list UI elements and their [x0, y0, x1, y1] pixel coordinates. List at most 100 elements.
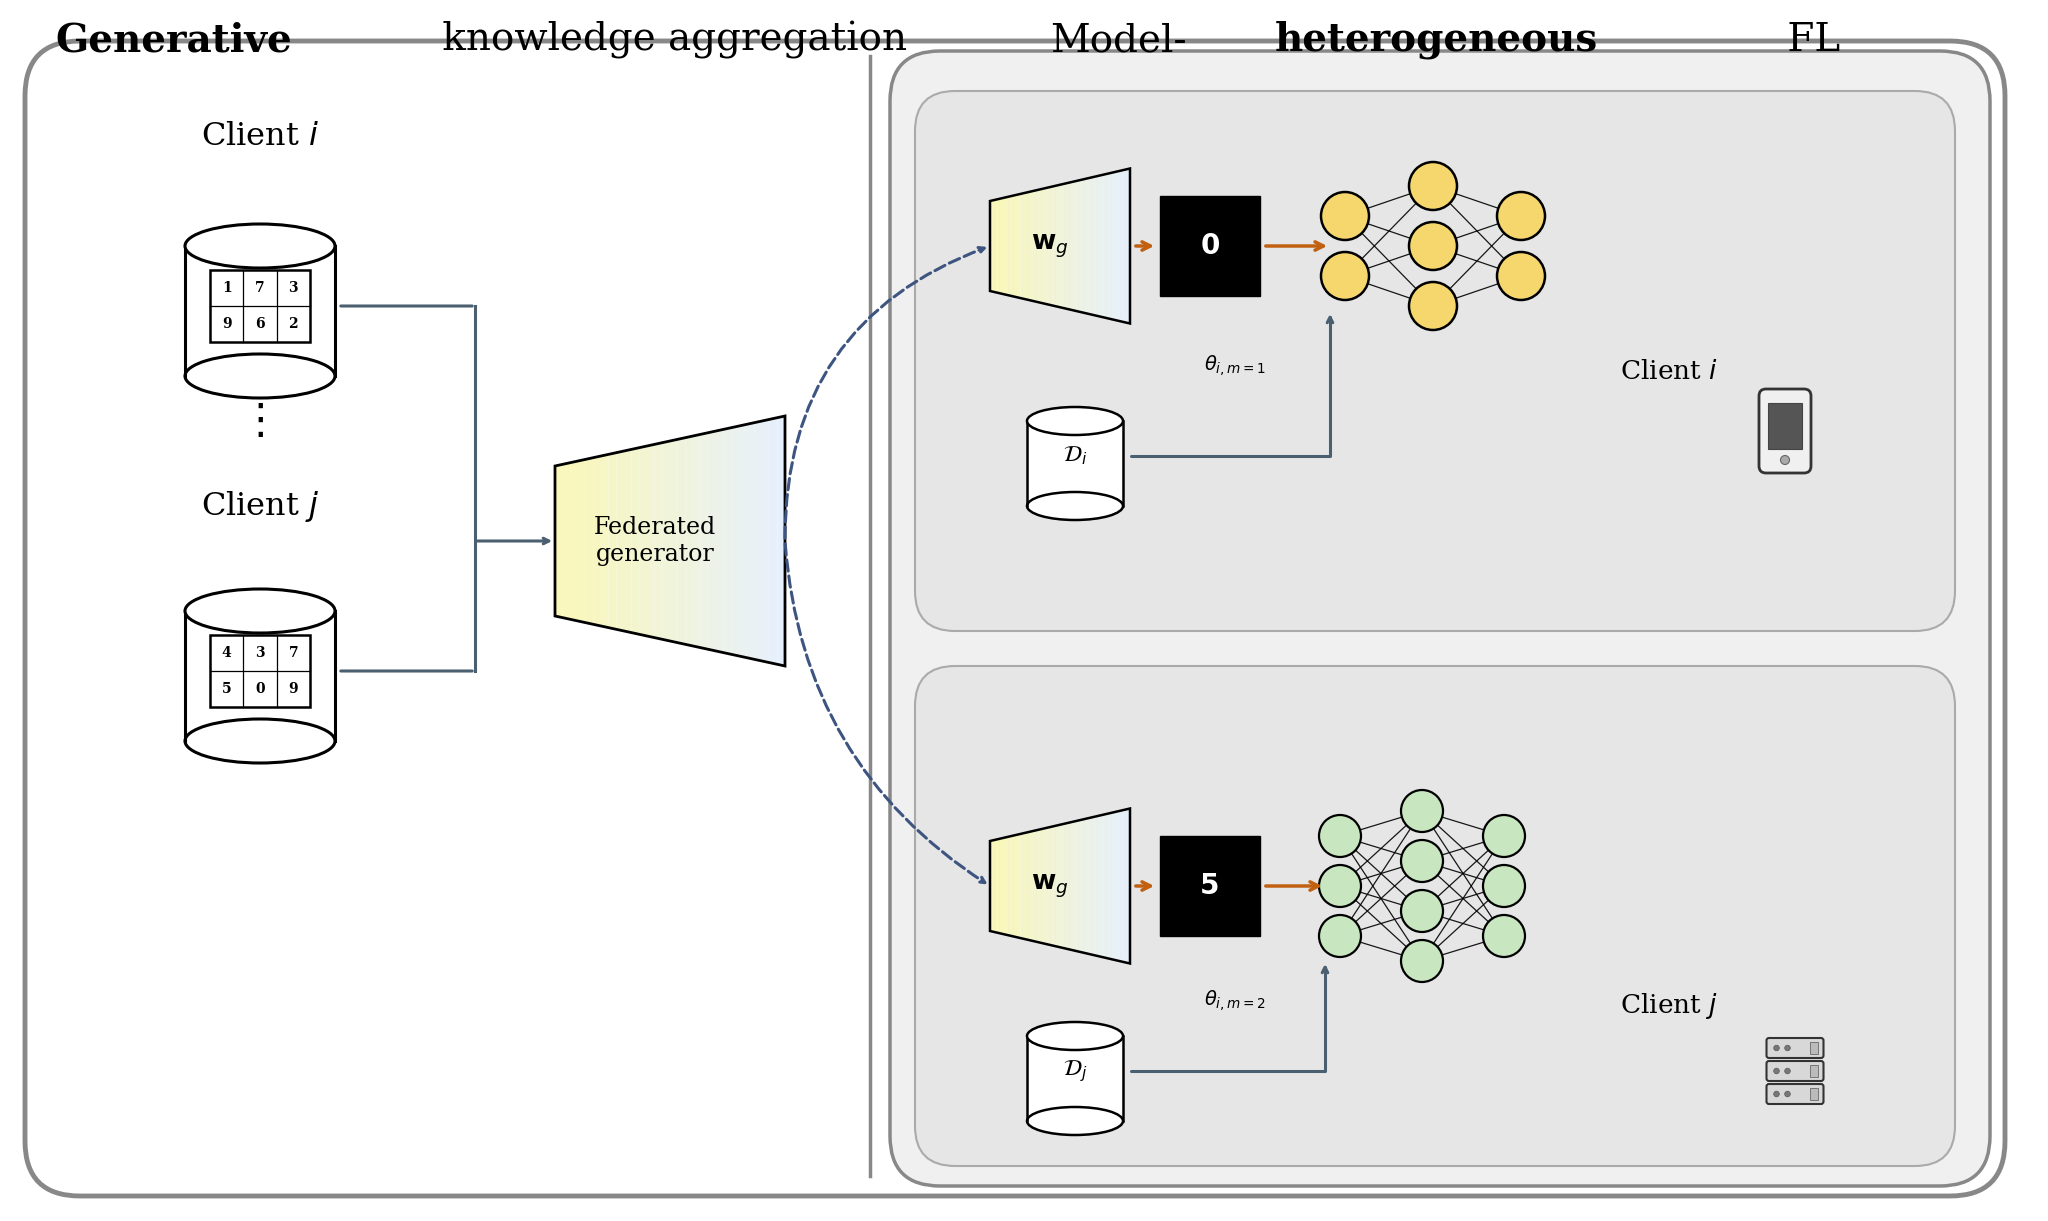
- FancyBboxPatch shape: [1767, 1038, 1823, 1059]
- Text: Client $j$: Client $j$: [1620, 991, 1718, 1021]
- Circle shape: [1319, 814, 1362, 857]
- Polygon shape: [1047, 827, 1051, 945]
- Bar: [1810, 1042, 1819, 1054]
- Text: $\mathbf{w}_g$: $\mathbf{w}_g$: [1032, 872, 1069, 900]
- Circle shape: [1409, 282, 1456, 330]
- Text: 4: 4: [221, 646, 231, 661]
- FancyBboxPatch shape: [915, 92, 1956, 631]
- Circle shape: [1409, 222, 1456, 270]
- Polygon shape: [631, 448, 639, 635]
- Text: Generative: Generative: [55, 21, 291, 59]
- Polygon shape: [578, 459, 586, 623]
- Polygon shape: [1010, 835, 1014, 937]
- Text: 0: 0: [256, 683, 264, 696]
- Polygon shape: [1004, 836, 1010, 935]
- Ellipse shape: [184, 589, 336, 632]
- Polygon shape: [1098, 814, 1102, 957]
- Polygon shape: [1079, 179, 1083, 313]
- Ellipse shape: [184, 223, 336, 267]
- Polygon shape: [1051, 186, 1055, 306]
- Polygon shape: [1036, 829, 1040, 943]
- Ellipse shape: [1026, 1022, 1122, 1050]
- Polygon shape: [1065, 183, 1069, 309]
- Polygon shape: [999, 838, 1004, 934]
- Ellipse shape: [1026, 492, 1122, 520]
- Polygon shape: [686, 436, 692, 646]
- Circle shape: [1321, 252, 1368, 300]
- Polygon shape: [748, 422, 754, 659]
- Polygon shape: [1014, 194, 1018, 298]
- Circle shape: [1774, 1045, 1780, 1051]
- Polygon shape: [1040, 828, 1047, 944]
- Polygon shape: [639, 446, 647, 636]
- Circle shape: [1784, 1068, 1790, 1073]
- Polygon shape: [1014, 834, 1018, 938]
- Circle shape: [1483, 814, 1526, 857]
- Polygon shape: [1010, 195, 1014, 297]
- Polygon shape: [569, 462, 578, 621]
- Polygon shape: [1094, 816, 1098, 956]
- Ellipse shape: [1026, 1107, 1122, 1136]
- Polygon shape: [594, 455, 600, 626]
- Polygon shape: [1061, 183, 1065, 309]
- Polygon shape: [1102, 814, 1106, 958]
- Polygon shape: [555, 464, 563, 618]
- Polygon shape: [1004, 197, 1010, 295]
- Polygon shape: [995, 199, 999, 293]
- Text: 1: 1: [221, 281, 231, 295]
- FancyBboxPatch shape: [1767, 1084, 1823, 1104]
- Polygon shape: [1112, 812, 1116, 960]
- Polygon shape: [989, 840, 995, 932]
- Circle shape: [1401, 840, 1444, 882]
- Circle shape: [1784, 1045, 1790, 1051]
- Polygon shape: [1065, 823, 1069, 950]
- Polygon shape: [670, 440, 678, 642]
- Polygon shape: [1061, 824, 1065, 949]
- Circle shape: [1780, 455, 1790, 464]
- Polygon shape: [723, 427, 731, 654]
- Polygon shape: [1106, 173, 1112, 319]
- Polygon shape: [770, 418, 778, 664]
- Polygon shape: [1018, 834, 1022, 939]
- Text: Client $j$: Client $j$: [201, 488, 319, 524]
- FancyBboxPatch shape: [25, 42, 2005, 1197]
- Ellipse shape: [184, 719, 336, 763]
- Circle shape: [1319, 915, 1362, 957]
- Polygon shape: [1120, 810, 1124, 962]
- Text: 6: 6: [256, 317, 264, 331]
- Polygon shape: [647, 444, 655, 637]
- Polygon shape: [1087, 817, 1094, 955]
- Polygon shape: [1079, 819, 1083, 952]
- Bar: [1026, 1035, 1122, 1121]
- Bar: [1159, 836, 1260, 937]
- Text: FL: FL: [1776, 22, 1839, 59]
- Polygon shape: [678, 437, 686, 645]
- Bar: [184, 610, 336, 741]
- Text: Client $i$: Client $i$: [201, 121, 319, 151]
- Circle shape: [1497, 252, 1544, 300]
- Text: $\mathcal{D}_i$: $\mathcal{D}_i$: [1063, 444, 1087, 468]
- FancyBboxPatch shape: [1767, 1061, 1823, 1081]
- Text: ⋮: ⋮: [240, 400, 281, 442]
- Ellipse shape: [1026, 407, 1122, 435]
- Polygon shape: [1116, 811, 1120, 961]
- Polygon shape: [989, 200, 995, 292]
- Polygon shape: [1116, 171, 1120, 321]
- Polygon shape: [1120, 170, 1124, 322]
- Circle shape: [1321, 192, 1368, 241]
- Polygon shape: [692, 435, 700, 647]
- Polygon shape: [1083, 818, 1087, 954]
- Polygon shape: [1022, 193, 1028, 299]
- Bar: [211, 635, 309, 707]
- Polygon shape: [709, 431, 717, 651]
- Bar: [1767, 403, 1802, 449]
- Polygon shape: [1036, 189, 1040, 303]
- Polygon shape: [608, 453, 616, 629]
- Polygon shape: [1112, 172, 1116, 320]
- Polygon shape: [1094, 176, 1098, 316]
- Polygon shape: [586, 458, 594, 624]
- Polygon shape: [700, 432, 709, 650]
- Circle shape: [1319, 864, 1362, 907]
- Text: 9: 9: [221, 317, 231, 331]
- Ellipse shape: [184, 354, 336, 398]
